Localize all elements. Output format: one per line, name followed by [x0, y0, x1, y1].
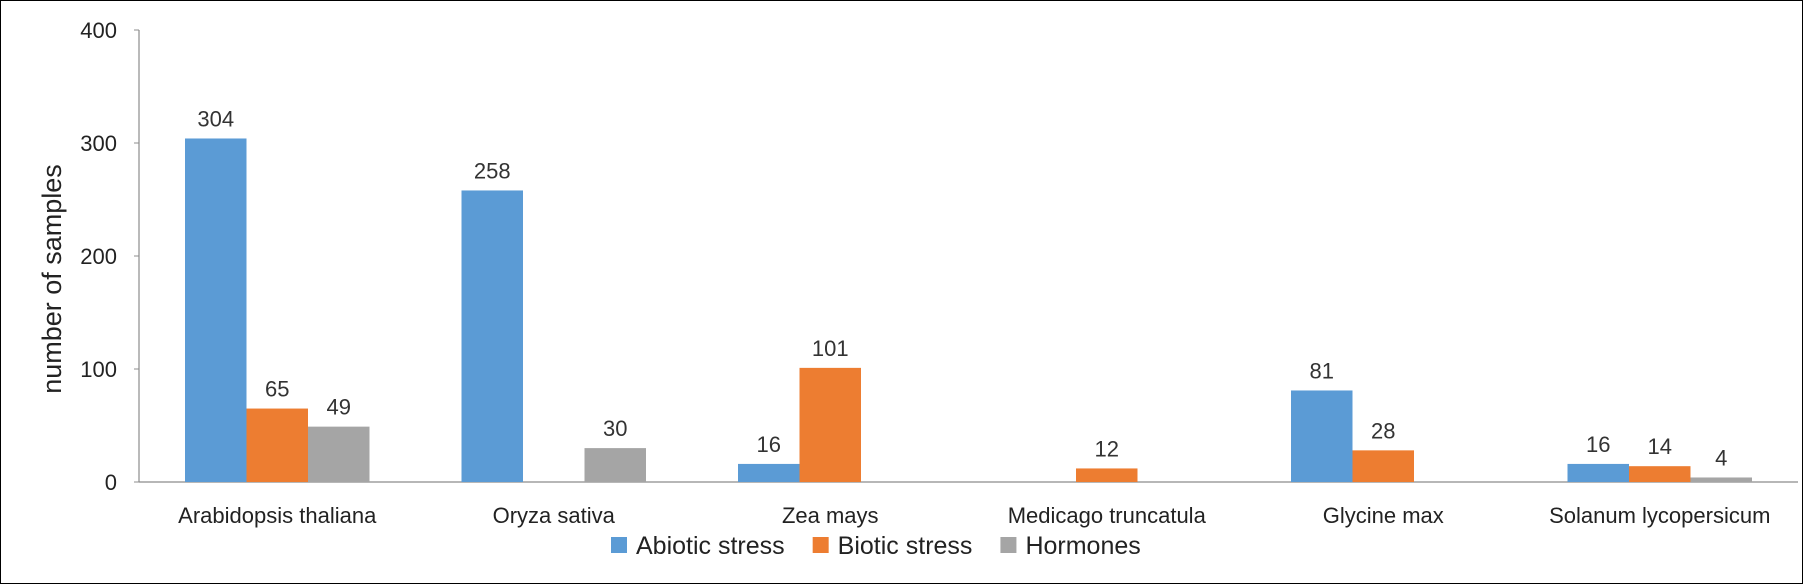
data-label: 12: [1095, 436, 1119, 461]
data-label: 304: [197, 106, 234, 131]
bar-biotic-stress: [799, 367, 861, 482]
data-label: 101: [812, 336, 849, 361]
legend-swatch: [611, 537, 627, 553]
data-label: 4: [1715, 445, 1727, 470]
bar-hormones: [308, 426, 370, 482]
data-label: 30: [603, 416, 627, 441]
bar-abiotic-stress: [1291, 390, 1353, 482]
data-labels-layer: 304 65 49 258 30 16 101 12 81 28 16 14 4: [197, 106, 1727, 470]
x-category-label: Oryza sativa: [493, 503, 616, 528]
data-label: 258: [474, 158, 511, 183]
bar-biotic-stress: [1076, 468, 1138, 482]
data-label: 81: [1310, 358, 1334, 383]
bar-biotic-stress: [246, 408, 308, 482]
data-label: 16: [757, 432, 781, 457]
data-label: 65: [265, 377, 289, 402]
axes-layer: 0 100 200 300 400: [80, 18, 1798, 495]
bars-layer: [185, 138, 1752, 483]
y-tick-label: 0: [105, 470, 117, 495]
bar-abiotic-stress: [738, 463, 800, 482]
x-category-label: Medicago truncatula: [1008, 503, 1207, 528]
bar-abiotic-stress: [185, 138, 247, 483]
x-category-label: Zea mays: [782, 503, 879, 528]
x-category-label: Solanum lycopersicum: [1549, 503, 1770, 528]
bar-abiotic-stress: [1567, 463, 1629, 482]
category-labels-layer: Arabidopsis thaliana Oryza sativa Zea mays…: [178, 503, 1770, 528]
y-tick-label: 300: [80, 131, 117, 156]
data-label: 49: [327, 395, 351, 420]
data-label: 16: [1586, 432, 1610, 457]
legend-label: Hormones: [1025, 532, 1140, 560]
data-label: 28: [1371, 418, 1395, 443]
y-tick-label: 200: [80, 244, 117, 269]
x-category-label: Arabidopsis thaliana: [178, 503, 377, 528]
legend-label: Biotic stress: [838, 532, 973, 560]
bar-biotic-stress: [1629, 466, 1691, 482]
data-label: 14: [1648, 434, 1672, 459]
legend-swatch: [812, 537, 829, 553]
legend: Abiotic stress Biotic stress Hormones: [611, 532, 1141, 560]
x-category-label: Glycine max: [1323, 503, 1444, 528]
legend-swatch: [1000, 537, 1017, 553]
bar-hormones: [1690, 477, 1752, 482]
y-tick-label: 400: [80, 18, 117, 43]
y-axis-title: number of samples: [37, 164, 67, 394]
bar-abiotic-stress: [461, 190, 523, 482]
bar-hormones: [584, 448, 646, 482]
legend-label: Abiotic stress: [636, 532, 785, 560]
y-tick-label: 100: [80, 357, 117, 382]
bar-biotic-stress: [1352, 450, 1414, 482]
